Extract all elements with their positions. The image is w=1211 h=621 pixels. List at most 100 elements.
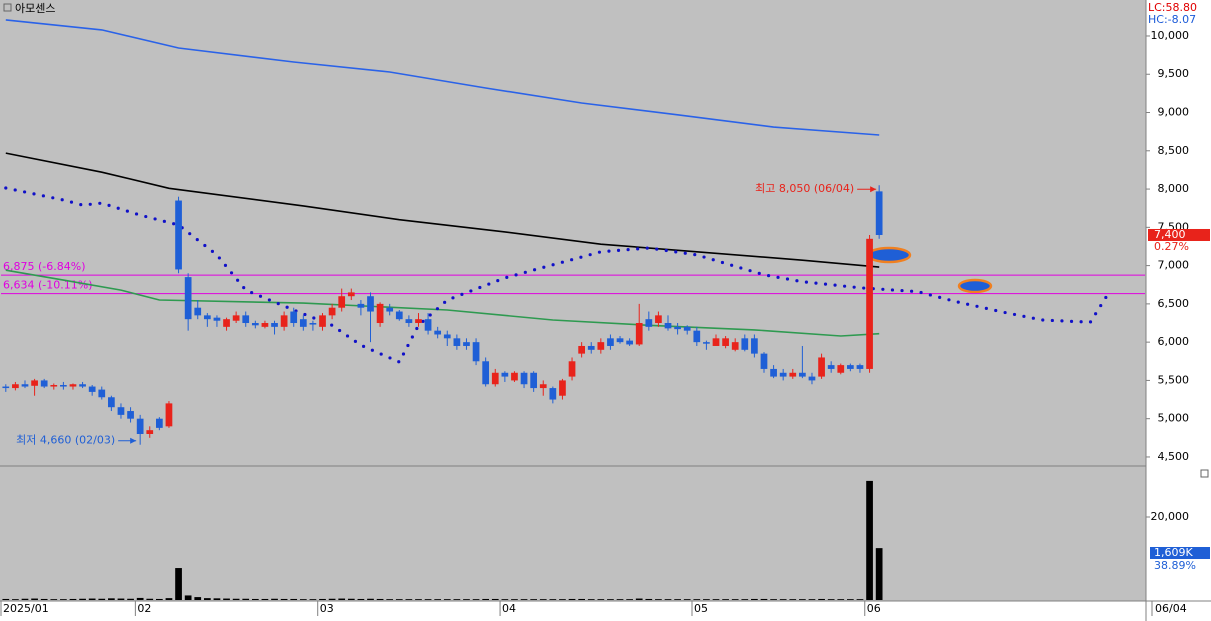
candle-body (731, 342, 739, 350)
volume-bar (242, 598, 250, 600)
volume-bar (703, 599, 710, 600)
volume-bar (357, 598, 365, 600)
candle-body (530, 372, 538, 389)
volume-bar (50, 599, 58, 600)
volume-bar (463, 599, 470, 600)
volume-bar (837, 599, 845, 600)
candle-body (597, 342, 605, 350)
candle-body (674, 326, 681, 330)
volume-bar (347, 598, 355, 600)
candle-body (808, 376, 816, 381)
candle-body (741, 338, 749, 350)
volume-y-tick-label: 20,000 (1151, 510, 1190, 523)
y-tick-label: 5,000 (1158, 412, 1190, 425)
candle-body (79, 384, 86, 387)
volume-bar (674, 599, 681, 600)
candle-body (203, 315, 211, 320)
volume-bar (98, 598, 106, 600)
volume-bar (213, 598, 221, 600)
candle-body (127, 411, 134, 419)
candle-body (271, 323, 278, 327)
volume-bar (434, 599, 442, 600)
volume-bar (127, 598, 134, 600)
volume-bar (203, 598, 211, 600)
candle-body (194, 307, 202, 316)
candle-body (770, 368, 777, 377)
candle-body (88, 386, 96, 392)
candle-body (779, 372, 787, 377)
candle-body (722, 338, 729, 346)
volume-bar (232, 598, 240, 600)
x-tick-label: 02 (137, 602, 151, 615)
volume-bar (319, 598, 326, 600)
candle-body (511, 372, 518, 381)
y-tick-label: 4,500 (1158, 450, 1190, 463)
candle-body (587, 345, 595, 350)
volume-bar (856, 599, 864, 600)
volume-bar (722, 599, 729, 600)
x-tick-label: 05 (694, 602, 708, 615)
volume-bar (693, 599, 701, 600)
candle-body (98, 389, 106, 398)
volume-bar (12, 599, 19, 600)
signal-marker (957, 278, 993, 294)
volume-bar (386, 599, 394, 600)
candle-body (347, 292, 355, 297)
volume-bar (175, 568, 182, 600)
legend-hc: HC:-8.07 (1148, 13, 1196, 26)
volume-bar (328, 598, 336, 600)
volume-bar (511, 599, 518, 600)
volume-bar (184, 595, 192, 600)
candle-body (165, 403, 173, 427)
volume-bar (712, 599, 720, 600)
current-date-label: 06/04 (1155, 602, 1187, 615)
volume-bar (770, 599, 777, 600)
candle-body (309, 323, 317, 325)
candle-body (539, 384, 547, 389)
volume-bar (443, 599, 451, 600)
x-tick-label: 03 (320, 602, 334, 615)
volume-bar (491, 598, 499, 600)
volume-bar (482, 598, 490, 600)
volume-bar (501, 599, 509, 600)
volume-bar (827, 599, 835, 600)
volume-bar (146, 598, 154, 600)
candle-body (866, 238, 873, 369)
volume-bar (799, 599, 806, 600)
y-tick-label: 9,000 (1158, 106, 1190, 119)
candle-body (856, 365, 864, 369)
volume-change: 38.89% (1154, 559, 1196, 572)
candle-body (434, 330, 442, 335)
x-tick-label: 2025/01 (3, 602, 49, 615)
chart-title: 아모센스 (15, 2, 55, 15)
candle-body (319, 315, 326, 327)
volume-bar (779, 599, 787, 600)
candle-body (338, 296, 346, 308)
candle-body (501, 372, 509, 377)
candle-body (463, 342, 470, 346)
low-annotation: 최저 4,660 (02/03) (16, 434, 115, 447)
volume-bar (578, 598, 585, 600)
volume-bar (751, 598, 758, 600)
candle-body (520, 372, 528, 385)
candle-body (328, 307, 336, 316)
y-tick-label: 6,500 (1158, 297, 1190, 310)
candle-body (386, 307, 394, 312)
volume-bar (875, 548, 883, 600)
volume-bar (847, 599, 854, 600)
candle-body (578, 345, 585, 354)
candle-body (424, 319, 432, 331)
candle-body (21, 384, 29, 387)
candle-body (491, 372, 499, 385)
volume-bar (136, 597, 144, 600)
candle-body (261, 323, 269, 327)
volume-bar (60, 599, 67, 600)
candle-body (472, 342, 480, 362)
volume-bar (31, 598, 38, 600)
volume-bar (367, 598, 374, 600)
candle-body (405, 319, 413, 324)
candle-body (299, 319, 307, 327)
volume-bar (261, 598, 269, 600)
volume-bar (587, 599, 595, 600)
